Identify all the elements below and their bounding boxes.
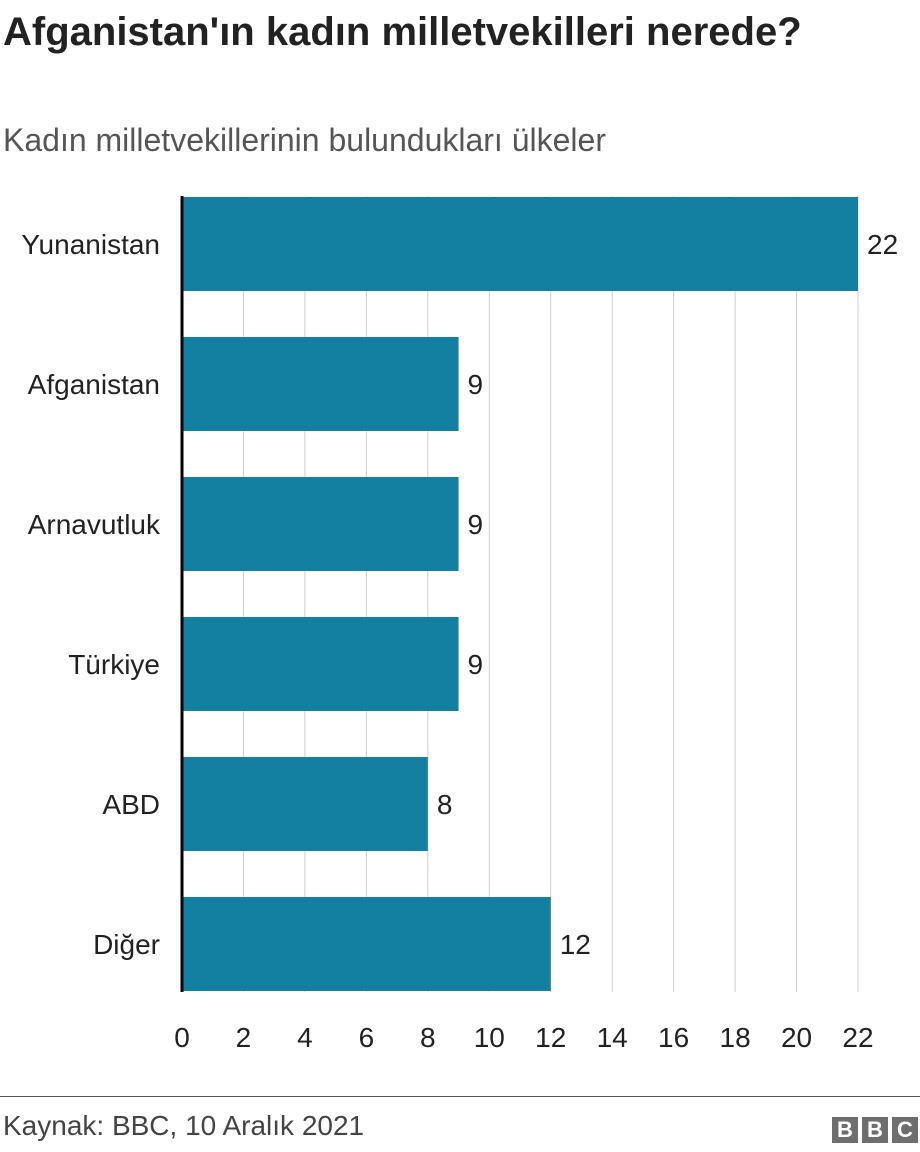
x-tick-label: 20 — [781, 1022, 812, 1053]
x-tick-labels: 0 2 4 6 8 10 12 14 16 18 20 22 — [174, 1022, 873, 1053]
category-label: ABD — [102, 789, 160, 820]
grid-lines — [242, 196, 859, 992]
bbc-logo: B B C — [832, 1117, 918, 1143]
bbc-logo-letter: B — [862, 1117, 888, 1143]
value-label: 22 — [867, 229, 898, 260]
category-label: Diğer — [93, 929, 160, 960]
value-label: 9 — [468, 649, 484, 680]
source-note: Kaynak: BBC, 10 Aralık 2021 — [3, 1110, 365, 1141]
chart-subtitle: Kadın milletvekillerinin bulundukları ül… — [3, 122, 606, 158]
category-label: Arnavutluk — [28, 509, 161, 540]
bars — [182, 197, 858, 991]
x-tick-label: 2 — [236, 1022, 252, 1053]
x-tick-label: 8 — [420, 1022, 436, 1053]
category-label: Afganistan — [28, 369, 160, 400]
category-label: Yunanistan — [21, 229, 160, 260]
footer-divider — [0, 1096, 920, 1097]
value-label: 8 — [437, 789, 453, 820]
x-tick-label: 12 — [535, 1022, 566, 1053]
x-tick-label: 22 — [842, 1022, 873, 1053]
value-labels: 22 9 9 9 8 12 — [437, 229, 898, 960]
x-tick-label: 16 — [658, 1022, 689, 1053]
bar — [182, 617, 459, 711]
bar — [182, 757, 428, 851]
x-tick-label: 4 — [297, 1022, 313, 1053]
bar — [182, 337, 459, 431]
bar — [182, 477, 459, 571]
value-label: 12 — [560, 929, 591, 960]
category-labels: Yunanistan Afganistan Arnavutluk Türkiye ABD… — [21, 229, 161, 960]
x-tick-label: 0 — [174, 1022, 190, 1053]
bar — [182, 197, 858, 291]
chart-title: Afganistan'ın kadın milletvekilleri nere… — [3, 10, 802, 54]
bbc-logo-letter: C — [892, 1117, 918, 1143]
category-label: Türkiye — [68, 649, 160, 680]
bbc-logo-letter: B — [832, 1117, 858, 1143]
x-tick-label: 18 — [720, 1022, 751, 1053]
bar-chart: Yunanistan Afganistan Arnavutluk Türkiye ABD… — [21, 196, 898, 1053]
x-tick-label: 10 — [474, 1022, 505, 1053]
value-label: 9 — [468, 509, 484, 540]
x-tick-label: 6 — [359, 1022, 375, 1053]
bar — [182, 897, 551, 991]
value-label: 9 — [468, 369, 484, 400]
x-tick-label: 14 — [597, 1022, 628, 1053]
